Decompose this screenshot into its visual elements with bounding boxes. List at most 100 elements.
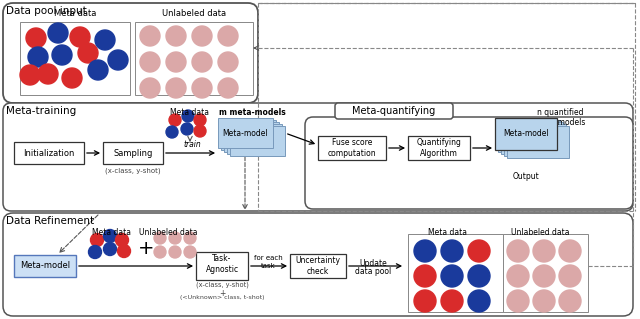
Circle shape	[78, 43, 98, 63]
Circle shape	[441, 240, 463, 262]
Circle shape	[88, 60, 108, 80]
Circle shape	[154, 232, 166, 244]
FancyBboxPatch shape	[305, 117, 633, 209]
Bar	[230, 126, 285, 156]
Text: Meta-training: Meta-training	[6, 106, 76, 116]
FancyBboxPatch shape	[3, 3, 258, 103]
Circle shape	[559, 265, 581, 287]
Bar	[498, 120, 560, 152]
Bar	[501, 122, 563, 154]
Circle shape	[414, 290, 436, 312]
Circle shape	[218, 52, 238, 72]
Text: for each: for each	[253, 255, 282, 261]
Text: m meta-models: m meta-models	[219, 108, 285, 117]
Circle shape	[104, 229, 116, 242]
Circle shape	[184, 232, 196, 244]
Bar	[408, 234, 503, 312]
Bar	[503, 234, 588, 312]
Bar	[221, 120, 276, 150]
Circle shape	[166, 26, 186, 46]
Text: Meta data: Meta data	[170, 108, 209, 117]
Circle shape	[38, 64, 58, 84]
Circle shape	[468, 290, 490, 312]
Circle shape	[533, 290, 555, 312]
Text: Meta-model: Meta-model	[503, 130, 549, 138]
Circle shape	[414, 240, 436, 262]
Text: Data pool input: Data pool input	[6, 6, 87, 16]
Text: data pool: data pool	[355, 267, 391, 276]
Bar	[227, 124, 282, 154]
Bar	[507, 126, 569, 158]
Circle shape	[559, 240, 581, 262]
Text: Unlabeled data: Unlabeled data	[162, 9, 226, 18]
Text: +: +	[219, 289, 225, 298]
Text: Unlabeled data: Unlabeled data	[139, 228, 197, 237]
Circle shape	[507, 265, 529, 287]
Circle shape	[118, 244, 131, 257]
Circle shape	[441, 290, 463, 312]
Circle shape	[414, 265, 436, 287]
Text: train: train	[183, 140, 201, 149]
Circle shape	[194, 125, 206, 137]
Circle shape	[166, 52, 186, 72]
Circle shape	[192, 78, 212, 98]
Text: Meta-model: Meta-model	[20, 262, 70, 271]
Circle shape	[88, 246, 102, 258]
FancyBboxPatch shape	[3, 213, 633, 316]
Circle shape	[115, 234, 129, 247]
Text: Initialization: Initialization	[23, 149, 75, 158]
Text: (<Unknown> class, t-shot): (<Unknown> class, t-shot)	[180, 295, 264, 300]
Bar	[135, 22, 253, 95]
Text: (x-class, y-shot): (x-class, y-shot)	[105, 167, 161, 174]
Circle shape	[48, 23, 68, 43]
Circle shape	[154, 246, 166, 258]
Text: Output: Output	[513, 172, 540, 181]
Text: Uncertainty
check: Uncertainty check	[296, 256, 340, 276]
Circle shape	[26, 28, 46, 48]
Text: Meta data: Meta data	[54, 9, 96, 18]
Circle shape	[169, 114, 181, 126]
Text: Update: Update	[359, 259, 387, 268]
Bar	[20, 22, 130, 95]
FancyBboxPatch shape	[3, 103, 633, 211]
Circle shape	[140, 26, 160, 46]
Text: Task-
Agnostic: Task- Agnostic	[205, 254, 239, 274]
Circle shape	[104, 242, 116, 256]
Circle shape	[166, 78, 186, 98]
Text: Meta data: Meta data	[93, 228, 131, 237]
Circle shape	[441, 265, 463, 287]
Text: Data Refinement: Data Refinement	[6, 216, 94, 226]
Circle shape	[468, 265, 490, 287]
FancyBboxPatch shape	[335, 103, 453, 119]
Circle shape	[169, 232, 181, 244]
Text: (x-class, y-shot): (x-class, y-shot)	[196, 282, 248, 288]
Circle shape	[192, 26, 212, 46]
Bar	[290, 254, 346, 278]
Circle shape	[507, 290, 529, 312]
Circle shape	[140, 52, 160, 72]
Bar	[318, 136, 386, 160]
Circle shape	[28, 47, 48, 67]
Text: Meta-quantifying: Meta-quantifying	[353, 106, 436, 116]
Circle shape	[52, 45, 72, 65]
Circle shape	[533, 265, 555, 287]
Text: Unlabeled data: Unlabeled data	[511, 228, 569, 237]
Circle shape	[62, 68, 82, 88]
Bar	[14, 142, 84, 164]
Text: Meta-model: Meta-model	[222, 129, 268, 137]
Text: task: task	[260, 263, 275, 269]
Bar	[504, 124, 566, 156]
Circle shape	[192, 52, 212, 72]
Circle shape	[507, 240, 529, 262]
Circle shape	[20, 65, 40, 85]
Circle shape	[70, 27, 90, 47]
Text: Quantifying
Algorithm: Quantifying Algorithm	[417, 138, 461, 158]
Circle shape	[182, 110, 194, 122]
Circle shape	[533, 240, 555, 262]
Circle shape	[218, 78, 238, 98]
Circle shape	[184, 246, 196, 258]
Circle shape	[90, 234, 104, 247]
Circle shape	[95, 30, 115, 50]
Text: Sampling: Sampling	[113, 149, 153, 158]
Circle shape	[218, 26, 238, 46]
